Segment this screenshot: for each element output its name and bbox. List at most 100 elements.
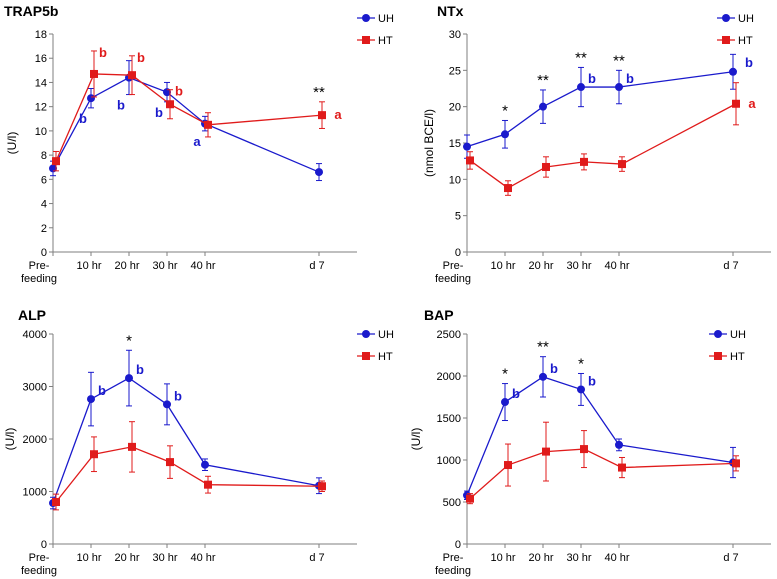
x-tick-label: 40 hr xyxy=(604,552,629,564)
y-tick-label: 14 xyxy=(35,77,47,89)
data-point-ht xyxy=(128,71,136,80)
significance-stars: * xyxy=(502,366,508,383)
y-tick-label: 18 xyxy=(35,29,47,41)
significance-letter-ht: b xyxy=(175,84,183,99)
significance-letter-ht: b xyxy=(137,50,145,65)
data-point-uh xyxy=(501,130,509,139)
legend-marker-uh xyxy=(362,330,370,338)
data-point-ht xyxy=(504,461,512,470)
x-tick-label: 10 hr xyxy=(490,552,515,564)
chart-title: NTx xyxy=(437,3,464,19)
legend-marker-uh xyxy=(722,14,730,22)
legend-label-uh: UH xyxy=(378,13,394,25)
x-tick-label: d 7 xyxy=(723,552,738,564)
data-point-ht xyxy=(504,184,512,193)
y-tick-label: 20 xyxy=(449,102,461,114)
y-tick-label: 6 xyxy=(41,174,47,186)
y-tick-label: 0 xyxy=(455,247,461,259)
significance-letter-ht: a xyxy=(334,107,342,122)
series-line-ht xyxy=(55,446,323,503)
significance-letter-uh: b xyxy=(550,361,558,376)
data-point-uh xyxy=(501,398,509,407)
legend-label-uh: UH xyxy=(738,13,754,25)
data-point-ht xyxy=(204,480,212,489)
significance-letter-uh: b xyxy=(588,71,596,86)
series-line-uh xyxy=(52,377,320,504)
x-tick-label: feeding xyxy=(435,273,471,285)
chart-title: BAP xyxy=(424,307,454,323)
series-line-ht xyxy=(55,73,323,162)
data-point-ht xyxy=(90,450,98,459)
data-point-uh xyxy=(87,395,95,404)
y-tick-label: 0 xyxy=(41,247,47,259)
y-tick-label: 25 xyxy=(449,65,461,77)
data-point-ht xyxy=(618,160,626,169)
data-point-ht xyxy=(580,157,588,166)
significance-stars: ** xyxy=(313,84,325,101)
x-tick-label: 30 hr xyxy=(566,260,591,272)
data-point-uh xyxy=(125,374,133,383)
significance-letter-uh: b xyxy=(79,111,87,126)
legend-label-ht: HT xyxy=(378,351,393,363)
data-point-ht xyxy=(732,99,740,108)
x-tick-label: feeding xyxy=(435,565,471,577)
data-point-uh xyxy=(577,83,585,92)
y-tick-label: 8 xyxy=(41,150,47,162)
significance-stars: ** xyxy=(537,339,549,356)
data-point-ht xyxy=(542,162,550,171)
y-tick-label: 12 xyxy=(35,102,47,114)
x-tick-label: 20 hr xyxy=(114,552,139,564)
y-tick-label: 500 xyxy=(443,497,461,509)
legend-label-ht: HT xyxy=(378,35,393,47)
y-tick-label: 3000 xyxy=(23,382,47,394)
legend-marker-ht xyxy=(362,36,370,44)
significance-letter-uh: b xyxy=(174,388,182,403)
chart-title: ALP xyxy=(18,307,46,323)
significance-stars: * xyxy=(502,102,508,119)
data-point-uh xyxy=(615,440,623,449)
x-tick-label: 40 hr xyxy=(604,260,629,272)
y-tick-label: 2 xyxy=(41,223,47,235)
x-tick-label: Pre- xyxy=(443,260,464,272)
chart-panel-bap: BAP (U/l) 0 500 1000 1500 2000 2500 Pre-feeding 1… xyxy=(409,307,771,577)
chart-title: TRAP5b xyxy=(4,3,58,19)
significance-letter-uh: b xyxy=(117,98,125,113)
y-axis-label: (U/l) xyxy=(409,428,423,451)
x-tick-label: 30 hr xyxy=(152,552,177,564)
significance-letter-ht: b xyxy=(99,45,107,60)
legend: UH HT xyxy=(709,329,746,363)
x-tick-label: d 7 xyxy=(309,552,324,564)
significance-letter-uh: b xyxy=(98,383,106,398)
data-point-ht xyxy=(90,69,98,78)
x-tick-label: 20 hr xyxy=(114,260,139,272)
significance-letter-uh: b xyxy=(588,373,596,388)
y-tick-label: 5 xyxy=(455,211,461,223)
y-tick-label: 4 xyxy=(41,199,47,211)
legend: UH HT xyxy=(717,13,754,47)
legend-label-ht: HT xyxy=(730,351,745,363)
x-tick-label: d 7 xyxy=(309,260,324,272)
legend-marker-uh xyxy=(362,14,370,22)
significance-stars: ** xyxy=(613,52,625,69)
significance-stars: ** xyxy=(537,72,549,89)
data-point-uh xyxy=(201,460,209,469)
data-point-ht xyxy=(618,463,626,472)
significance-letter-uh: b xyxy=(155,105,163,120)
x-tick-label: Pre- xyxy=(443,552,464,564)
y-tick-label: 4000 xyxy=(23,329,47,341)
y-axis-label: (nmol BCE/l) xyxy=(422,109,436,177)
legend: UH HT xyxy=(357,13,394,47)
x-tick-label: 30 hr xyxy=(566,552,591,564)
data-point-ht xyxy=(52,498,60,506)
data-point-uh xyxy=(539,102,547,111)
y-tick-label: 2000 xyxy=(437,371,461,383)
data-point-uh xyxy=(539,372,547,381)
y-axis-label: (U/l) xyxy=(5,132,19,155)
data-point-ht xyxy=(732,459,740,468)
y-tick-label: 0 xyxy=(455,539,461,551)
legend-marker-ht xyxy=(714,352,722,360)
data-point-uh xyxy=(87,94,95,103)
significance-stars: * xyxy=(126,332,132,349)
y-tick-label: 16 xyxy=(35,53,47,65)
